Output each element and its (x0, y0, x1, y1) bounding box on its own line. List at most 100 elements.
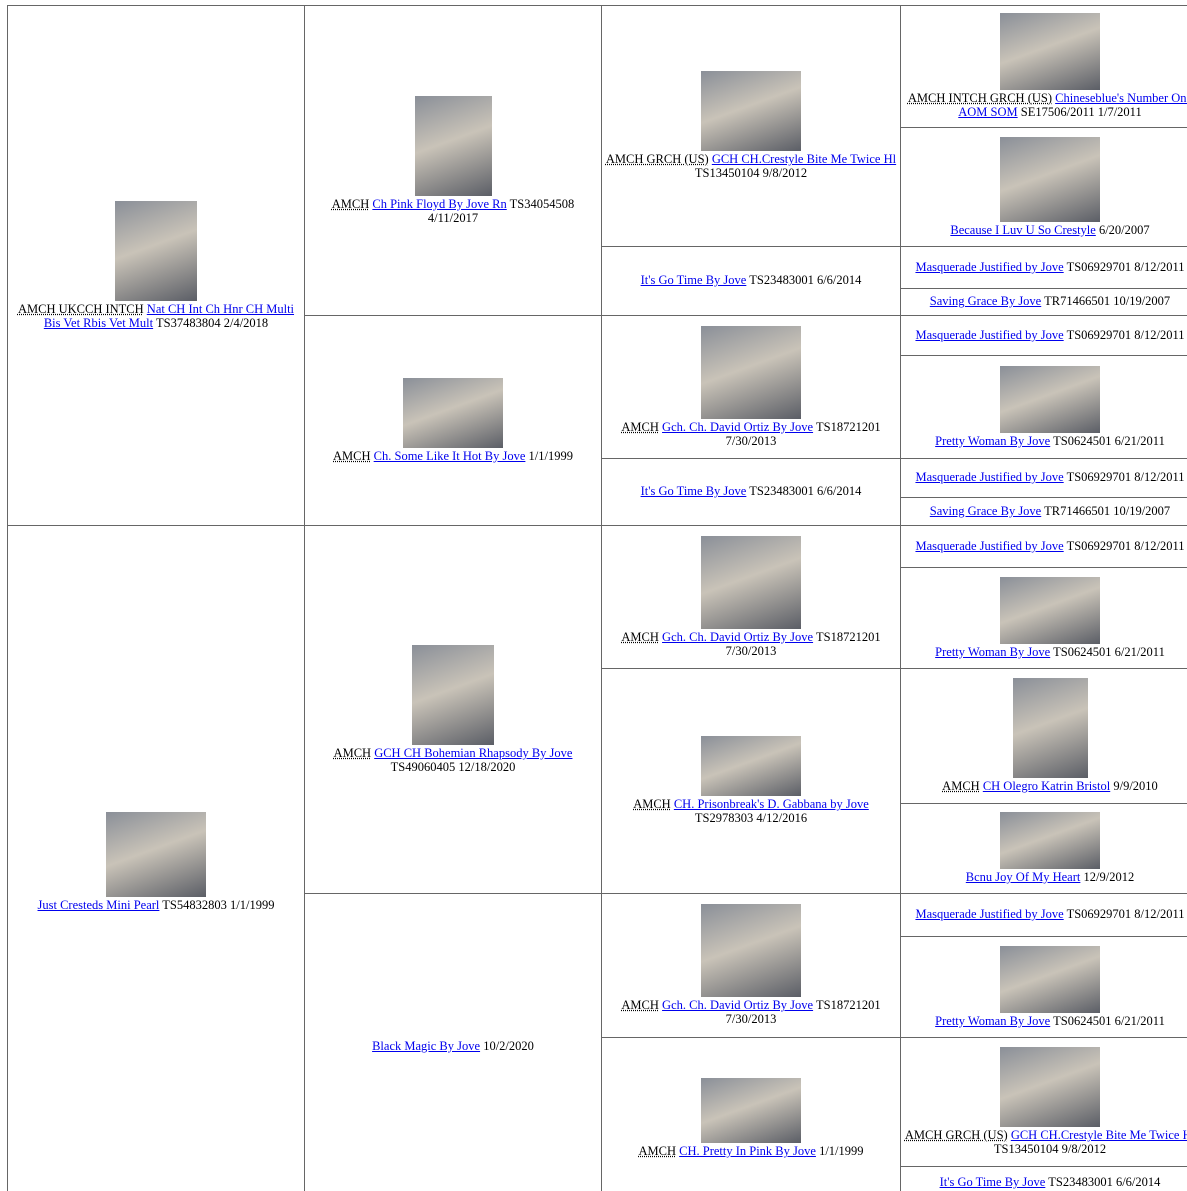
registration-info: 12/9/2012 (1083, 870, 1135, 885)
dog-link[interactable]: Gch. Ch. David Ortiz By Jove (662, 629, 814, 644)
dog-link[interactable]: CH. Pretty In Pink By Jove (679, 1144, 816, 1159)
pedigree-cell: AMCH Ch Pink Floyd By Jove Rn TS34054508… (304, 5, 602, 316)
pedigree-cell: AMCH Gch. Ch. David Ortiz By Jove TS1872… (601, 525, 901, 669)
registration-info: TS13450104 9/8/2012 (694, 166, 808, 180)
dog-photo (412, 644, 494, 745)
entry-text: Pretty Woman By Jove TS0624501 6/21/2011 (935, 433, 1165, 449)
pedigree-cell: AMCH GRCH (US) GCH CH.Crestyle Bite Me T… (601, 5, 901, 247)
dog-link[interactable]: Bcnu Joy Of My Heart (965, 870, 1081, 885)
dog-photo (106, 812, 206, 898)
entry-text: AMCH GRCH (US) GCH CH.Crestyle Bite Me T… (904, 1128, 1187, 1157)
dog-photo (1000, 945, 1100, 1013)
dog-photo (1000, 812, 1100, 870)
entry-text: AMCH Gch. Ch. David Ortiz By Jove TS1872… (605, 998, 897, 1027)
pedigree-cell: AMCH CH Olegro Katrin Bristol 9/9/2010 (900, 668, 1187, 804)
dog-link[interactable]: Ch. Some Like It Hot By Jove (373, 448, 526, 463)
registration-info: TS49060405 12/18/2020 (390, 759, 516, 774)
entry-text: AMCH Gch. Ch. David Ortiz By Jove TS1872… (605, 419, 897, 449)
registration-info: TS54832803 1/1/1999 (162, 898, 275, 913)
registration-info: TS2978303 4/12/2016 (694, 811, 808, 825)
title-abbr: AMCH INTCH GRCH (US) (907, 91, 1053, 106)
registration-info: TS06929701 8/12/2011 (1066, 470, 1185, 485)
dog-link[interactable]: Saving Grace By Jove (929, 503, 1042, 518)
pedigree-cell: Because I Luv U So Crestyle 6/20/2007 (900, 127, 1187, 247)
registration-info: TS0624501 6/21/2011 (1053, 644, 1165, 659)
pedigree-cell: AMCH UKCCH INTCH Nat CH Int Ch Hnr CH Mu… (7, 5, 305, 526)
entry-text: AMCH UKCCH INTCH Nat CH Int Ch Hnr CH Mu… (11, 301, 301, 331)
entry-text: Saving Grace By Jove TR71466501 10/19/20… (929, 503, 1170, 519)
registration-info: TS0624501 6/21/2011 (1053, 433, 1165, 448)
registration-info: SE17506/2011 1/7/2011 (1020, 105, 1142, 119)
registration-info: 10/2/2020 (483, 1038, 534, 1053)
dog-link[interactable]: GCH CH.Crestyle Bite Me Twice Hl (711, 152, 897, 167)
dog-link[interactable]: Nat CH Int Ch Hnr CH Multi Bis Vet Rbis … (43, 301, 295, 330)
registration-info: TS18721201 7/30/2013 (725, 419, 881, 448)
dog-link[interactable]: Gch. Ch. David Ortiz By Jove (662, 998, 814, 1013)
entry-text: Masquerade Justified by Jove TS06929701 … (915, 327, 1185, 343)
dog-link[interactable]: It's Go Time By Jove (939, 1175, 1046, 1190)
dog-photo (701, 71, 801, 152)
dog-link[interactable]: It's Go Time By Jove (640, 484, 747, 499)
dog-photo (1000, 136, 1100, 222)
dog-link[interactable]: Gch. Ch. David Ortiz By Jove (662, 419, 814, 434)
entry-text: AMCH CH. Prisonbreak's D. Gabbana by Jov… (605, 797, 897, 826)
pedigree-cell: Saving Grace By Jove TR71466501 10/19/20… (900, 497, 1187, 526)
dog-link[interactable]: Masquerade Justified by Jove (915, 470, 1064, 485)
registration-info: 1/1/1999 (528, 448, 573, 463)
registration-info: TS06929701 8/12/2011 (1066, 327, 1185, 342)
pedigree-cell: AMCH GRCH (US) GCH CH.Crestyle Bite Me T… (900, 1037, 1187, 1167)
dog-link[interactable]: CH. Prisonbreak's D. Gabbana by Jove (673, 797, 869, 812)
dog-photo (701, 736, 801, 797)
title-abbr: AMCH GRCH (US) (605, 152, 709, 167)
entry-text: Because I Luv U So Crestyle 6/20/2007 (950, 222, 1149, 238)
registration-info: TR71466501 10/19/2007 (1044, 294, 1171, 309)
pedigree-cell: AMCH CH. Pretty In Pink By Jove 1/1/1999 (601, 1037, 901, 1191)
dog-link[interactable]: Masquerade Justified by Jove (915, 538, 1064, 553)
dog-link[interactable]: It's Go Time By Jove (640, 273, 747, 288)
dog-link[interactable]: Just Cresteds Mini Pearl (37, 898, 160, 913)
dog-link[interactable]: GCH CH.Crestyle Bite Me Twice Hl (1010, 1128, 1187, 1143)
title-abbr: AMCH (638, 1144, 676, 1159)
title-abbr: AMCH (621, 419, 659, 434)
pedigree-cell: AMCH GCH CH Bohemian Rhapsody By Jove TS… (304, 525, 602, 894)
registration-info: TS06929701 8/12/2011 (1066, 538, 1185, 553)
pedigree-cell: Masquerade Justified by Jove TS06929701 … (900, 525, 1187, 568)
pedigree-cell: AMCH Gch. Ch. David Ortiz By Jove TS1872… (601, 315, 901, 459)
entry-text: AMCH GRCH (US) GCH CH.Crestyle Bite Me T… (605, 152, 897, 181)
entry-text: Saving Grace By Jove TR71466501 10/19/20… (929, 294, 1171, 309)
dog-link[interactable]: Saving Grace By Jove (929, 294, 1042, 309)
dog-link[interactable]: Ch Pink Floyd By Jove Rn (372, 196, 507, 211)
dog-link[interactable]: Masquerade Justified by Jove (915, 327, 1064, 342)
dog-link[interactable]: CH Olegro Katrin Bristol (982, 779, 1111, 794)
pedigree-cell: Masquerade Justified by Jove TS06929701 … (900, 893, 1187, 937)
dog-link[interactable]: Masquerade Justified by Jove (915, 259, 1064, 274)
pedigree-cell: Masquerade Justified by Jove TS06929701 … (900, 246, 1187, 289)
pedigree-cell: Saving Grace By Jove TR71466501 10/19/20… (900, 288, 1187, 316)
pedigree-cell: AMCH CH. Prisonbreak's D. Gabbana by Jov… (601, 668, 901, 894)
dog-link[interactable]: Chineseblue's Number One AOM SOM (958, 91, 1187, 119)
title-abbr: AMCH (621, 998, 659, 1013)
dog-link[interactable]: Black Magic By Jove (372, 1038, 481, 1053)
dog-link[interactable]: Pretty Woman By Jove (935, 433, 1051, 448)
registration-info: TS34054508 4/11/2017 (427, 196, 575, 225)
pedigree-cell: It's Go Time By Jove TS23483001 6/6/2014 (601, 458, 901, 526)
entry-text: AMCH CH. Pretty In Pink By Jove 1/1/1999 (638, 1144, 863, 1159)
dog-link[interactable]: Because I Luv U So Crestyle (950, 222, 1096, 237)
entry-text: Bcnu Joy Of My Heart 12/9/2012 (965, 870, 1135, 885)
dog-photo (414, 95, 492, 196)
dog-link[interactable]: Masquerade Justified by Jove (915, 907, 1064, 922)
entry-text: AMCH Ch Pink Floyd By Jove Rn TS34054508… (308, 196, 598, 226)
dog-photo (701, 325, 801, 419)
entry-text: Masquerade Justified by Jove TS06929701 … (915, 538, 1185, 554)
pedigree-cell: It's Go Time By Jove TS23483001 6/6/2014 (601, 246, 901, 316)
dog-link[interactable]: Pretty Woman By Jove (935, 1013, 1051, 1028)
registration-info: TS23483001 6/6/2014 (749, 484, 862, 499)
pedigree-cell: Masquerade Justified by Jove TS06929701 … (900, 458, 1187, 498)
entry-text: AMCH INTCH GRCH (US) Chineseblue's Numbe… (904, 91, 1187, 120)
pedigree-cell: Pretty Woman By Jove TS0624501 6/21/2011 (900, 567, 1187, 669)
dog-photo (701, 904, 801, 998)
dog-photo (1000, 1047, 1100, 1128)
dog-link[interactable]: Pretty Woman By Jove (935, 644, 1051, 659)
dog-link[interactable]: GCH CH Bohemian Rhapsody By Jove (374, 745, 573, 760)
